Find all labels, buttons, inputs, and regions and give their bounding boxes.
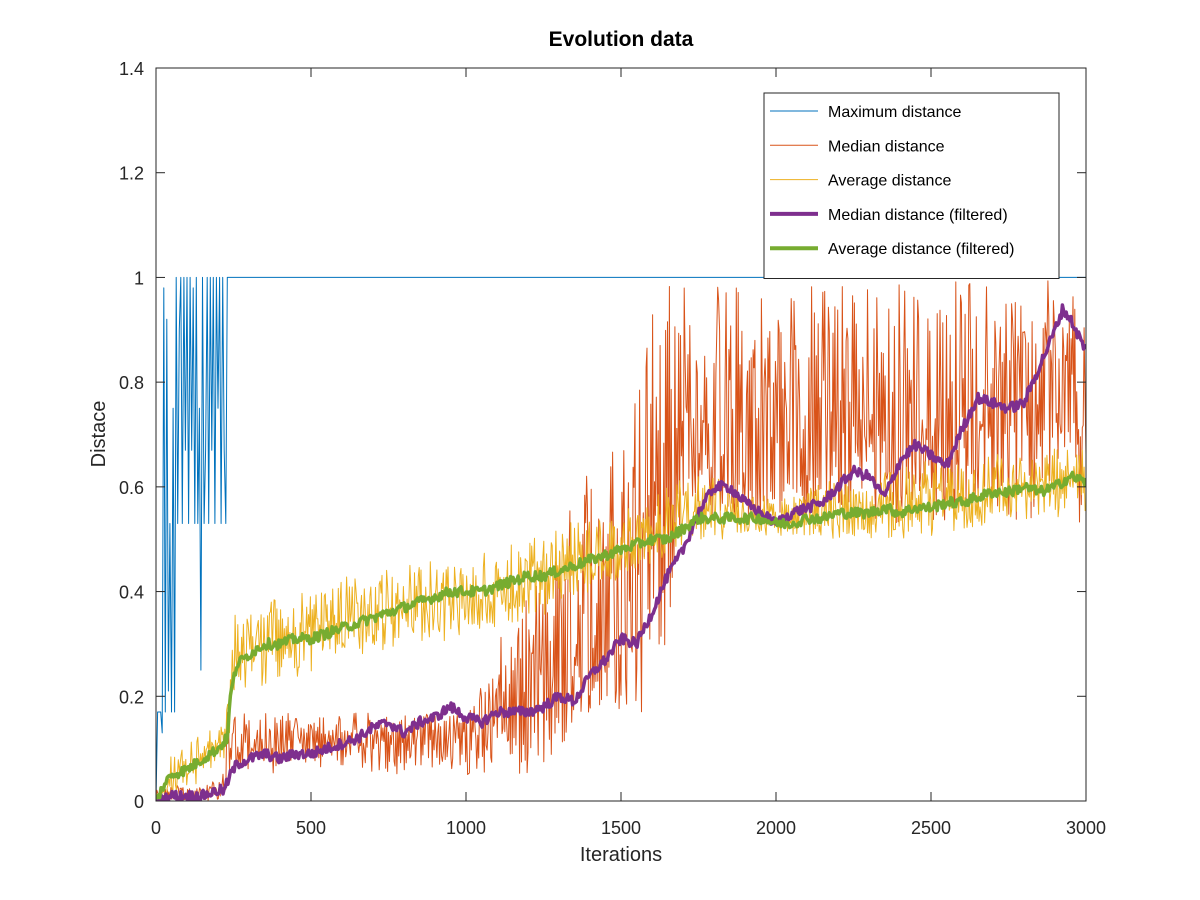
y-tick-label: 1 (134, 268, 144, 288)
y-tick-label: 0.8 (119, 373, 144, 393)
y-tick-label: 1.4 (119, 59, 144, 79)
x-tick-label: 1500 (601, 818, 641, 838)
series-line-1 (156, 276, 1086, 801)
legend-label-1: Maximum distance (828, 104, 961, 121)
series-1 (156, 276, 1086, 801)
y-tick-label: 0 (134, 792, 144, 812)
x-tick-label: 500 (296, 818, 326, 838)
chart-title: Evolution data (549, 28, 694, 51)
y-tick-label: 1.2 (119, 164, 144, 184)
y-tick-label: 0.6 (119, 478, 144, 498)
x-tick-label: 1000 (446, 818, 486, 838)
y-axis-label: Distace (88, 401, 110, 468)
series-line-5 (156, 470, 1086, 800)
series-5 (156, 470, 1086, 800)
legend-label-5: Average distance (filtered) (828, 241, 1014, 258)
legend: Maximum distance Median distance Average d… (763, 92, 1060, 279)
x-axis-label: Iterations (580, 844, 662, 866)
series-layer (156, 276, 1086, 801)
x-tick-label: 2000 (756, 818, 796, 838)
legend-label-4: Median distance (filtered) (828, 207, 1008, 224)
y-tick-label: 0.4 (119, 583, 144, 603)
legend-label-3: Average distance (828, 173, 951, 190)
series-line-4 (156, 303, 1086, 801)
y-tick-label: 0.2 (119, 687, 144, 707)
ticks-layer: 0 500 1000 1500 2000 2500 3000 0 0.2 0.4 0.6 0.8 1 1.… (119, 59, 1106, 838)
series-4 (156, 303, 1086, 801)
x-tick-label: 2500 (911, 818, 951, 838)
x-tick-label: 3000 (1066, 818, 1106, 838)
legend-label-2: Median distance (828, 138, 945, 155)
x-tick-label: 0 (151, 818, 161, 838)
